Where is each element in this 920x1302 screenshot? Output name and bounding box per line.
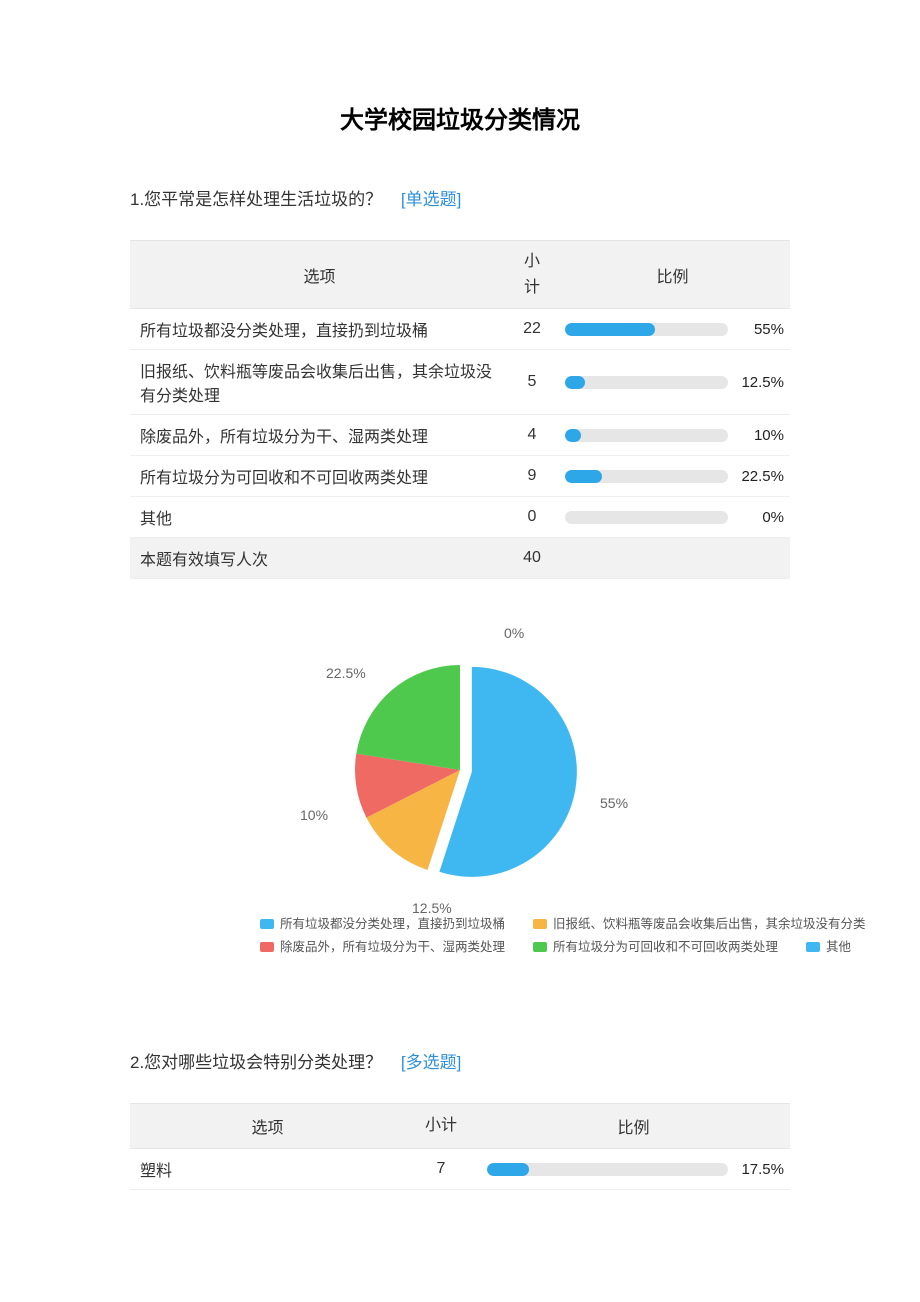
bar-percent: 17.5% — [728, 1161, 784, 1178]
q1-pie-chart: 55% 12.5% 10% 22.5% 0% 所有垃圾都没分类处理，直接扔到垃圾桶旧报纸… — [130, 625, 790, 958]
pie-slice — [356, 665, 460, 770]
pie-slice-label: 22.5% — [326, 665, 366, 681]
q1-footer-label: 本题有效填写人次 — [130, 538, 509, 579]
pie-slice-label: 0% — [504, 625, 524, 641]
option-proportion: 10% — [555, 415, 790, 456]
pie-svg — [130, 625, 790, 915]
q1-col-count: 小计 — [509, 241, 555, 309]
pie-slice-label: 55% — [600, 795, 628, 811]
bar-track — [565, 429, 728, 442]
bar-fill — [487, 1163, 529, 1176]
question-2: 2.您对哪些垃圾会特别分类处理？ [多选题] — [130, 1048, 790, 1073]
option-label: 其他 — [130, 497, 509, 538]
bar-percent: 0% — [728, 509, 784, 526]
option-proportion: 17.5% — [477, 1149, 790, 1190]
legend-item: 所有垃圾都没分类处理，直接扔到垃圾桶 — [260, 913, 505, 936]
option-label: 所有垃圾分为可回收和不可回收两类处理 — [130, 456, 509, 497]
question-2-tag: [多选题] — [401, 1053, 461, 1072]
option-proportion: 22.5% — [555, 456, 790, 497]
option-count: 9 — [509, 456, 555, 497]
legend-label: 除废品外，所有垃圾分为干、湿两类处理 — [280, 936, 505, 959]
option-count: 5 — [509, 350, 555, 415]
table-row: 所有垃圾都没分类处理，直接扔到垃圾桶22 55% — [130, 309, 790, 350]
legend-label: 所有垃圾分为可回收和不可回收两类处理 — [553, 936, 778, 959]
option-count: 4 — [509, 415, 555, 456]
bar-percent: 12.5% — [728, 374, 784, 391]
bar-percent: 55% — [728, 321, 784, 338]
bar-percent: 22.5% — [728, 468, 784, 485]
table-row: 所有垃圾分为可回收和不可回收两类处理9 22.5% — [130, 456, 790, 497]
q1-col-option: 选项 — [130, 241, 509, 309]
q2-table: 选项 小计 比例 塑料7 17.5% — [130, 1103, 790, 1190]
table-row: 旧报纸、饮料瓶等废品会收集后出售，其余垃圾没有分类处理5 12.5% — [130, 350, 790, 415]
q1-footer-count: 40 — [509, 538, 555, 579]
pie-legend: 所有垃圾都没分类处理，直接扔到垃圾桶旧报纸、饮料瓶等废品会收集后出售，其余垃圾没… — [130, 913, 790, 958]
question-1: 1.您平常是怎样处理生活垃圾的？ [单选题] — [130, 185, 790, 210]
option-label: 除废品外，所有垃圾分为干、湿两类处理 — [130, 415, 509, 456]
option-label: 旧报纸、饮料瓶等废品会收集后出售，其余垃圾没有分类处理 — [130, 350, 509, 415]
question-2-text: 2.您对哪些垃圾会特别分类处理？ — [130, 1053, 382, 1072]
question-1-tag: [单选题] — [401, 190, 461, 209]
bar-fill — [565, 376, 585, 389]
legend-swatch — [260, 942, 274, 952]
bar-track — [565, 470, 728, 483]
legend-item: 旧报纸、饮料瓶等废品会收集后出售，其余垃圾没有分类 — [533, 913, 866, 936]
pie-slice-label: 12.5% — [412, 900, 452, 916]
q2-col-count: 小计 — [405, 1104, 477, 1149]
legend-label: 其他 — [826, 936, 851, 959]
legend-label: 所有垃圾都没分类处理，直接扔到垃圾桶 — [280, 913, 505, 936]
option-count: 0 — [509, 497, 555, 538]
bar-track — [565, 323, 728, 336]
table-row: 除废品外，所有垃圾分为干、湿两类处理4 10% — [130, 415, 790, 456]
option-count: 7 — [405, 1149, 477, 1190]
legend-swatch — [806, 942, 820, 952]
legend-item: 除废品外，所有垃圾分为干、湿两类处理 — [260, 936, 505, 959]
page-title: 大学校园垃圾分类情况 — [130, 100, 790, 135]
q2-col-option: 选项 — [130, 1104, 405, 1149]
legend-item: 所有垃圾分为可回收和不可回收两类处理 — [533, 936, 778, 959]
option-label: 塑料 — [130, 1149, 405, 1190]
option-label: 所有垃圾都没分类处理，直接扔到垃圾桶 — [130, 309, 509, 350]
option-count: 22 — [509, 309, 555, 350]
bar-fill — [565, 470, 602, 483]
table-row: 其他0 0% — [130, 497, 790, 538]
bar-track — [565, 376, 728, 389]
question-1-text: 1.您平常是怎样处理生活垃圾的？ — [130, 190, 382, 209]
bar-fill — [565, 429, 581, 442]
bar-fill — [565, 323, 655, 336]
table-row: 塑料7 17.5% — [130, 1149, 790, 1190]
legend-item: 其他 — [806, 936, 851, 959]
bar-percent: 10% — [728, 427, 784, 444]
legend-swatch — [260, 919, 274, 929]
legend-label: 旧报纸、饮料瓶等废品会收集后出售，其余垃圾没有分类 — [553, 913, 866, 936]
q1-footer-row: 本题有效填写人次 40 — [130, 538, 790, 579]
option-proportion: 12.5% — [555, 350, 790, 415]
option-proportion: 55% — [555, 309, 790, 350]
q1-footer-empty — [555, 538, 790, 579]
bar-track — [565, 511, 728, 524]
legend-swatch — [533, 919, 547, 929]
q1-col-prop: 比例 — [555, 241, 790, 309]
bar-track — [487, 1163, 728, 1176]
q2-col-prop: 比例 — [477, 1104, 790, 1149]
option-proportion: 0% — [555, 497, 790, 538]
q1-table: 选项 小计 比例 所有垃圾都没分类处理，直接扔到垃圾桶22 55% 旧报纸、饮料瓶等… — [130, 240, 790, 579]
legend-swatch — [533, 942, 547, 952]
pie-slice-label: 10% — [300, 807, 328, 823]
pie-slice — [439, 667, 576, 877]
